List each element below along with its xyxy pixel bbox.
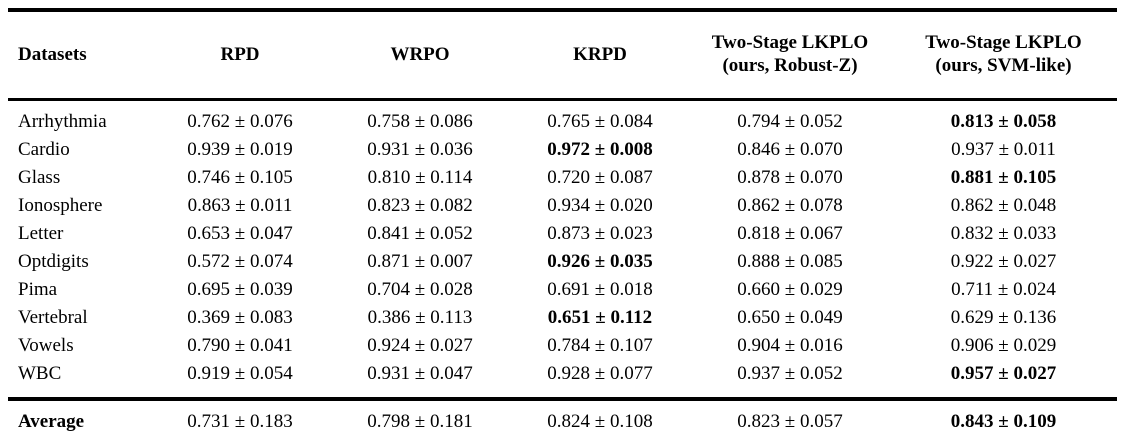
score-cell: 0.765 ± 0.084 (547, 111, 653, 132)
header-line-2: (ours, SVM-like) (935, 55, 1072, 76)
table-body: Arrhythmia 0.762 ± 0.076 0.758 ± 0.086 0.76… (8, 100, 1117, 400)
score-cell: 0.862 ± 0.078 (737, 195, 843, 216)
dataset-name: Vowels (18, 335, 74, 356)
score-cell: 0.931 ± 0.047 (367, 363, 473, 384)
score-cell: 0.695 ± 0.039 (187, 279, 293, 300)
score-cell: 0.931 ± 0.036 (367, 139, 473, 160)
table-row: Optdigits 0.572 ± 0.074 0.871 ± 0.007 0.926… (8, 248, 1117, 276)
score-cell: 0.919 ± 0.054 (187, 363, 293, 384)
score-cell: 0.369 ± 0.083 (187, 307, 293, 328)
col-header-rpd: RPD (150, 10, 330, 101)
score-cell: 0.651 ± 0.112 (547, 307, 653, 328)
score-cell: 0.704 ± 0.028 (367, 279, 473, 300)
score-cell: 0.784 ± 0.107 (547, 335, 653, 356)
score-cell: 0.720 ± 0.087 (547, 167, 653, 188)
dataset-name: Vertebral (18, 307, 88, 328)
score-cell: 0.711 ± 0.024 (951, 279, 1056, 300)
header-row: Datasets RPD WRPO KRPD Two-Stage LKPLO (… (8, 10, 1117, 101)
average-label: Average (8, 397, 150, 443)
col-header-lkplo-robustz: Two-Stage LKPLO (ours, Robust-Z) (690, 10, 890, 101)
score-cell: 0.939 ± 0.019 (187, 139, 293, 160)
score-cell: 0.746 ± 0.105 (187, 167, 293, 188)
score-cell: 0.629 ± 0.136 (950, 307, 1057, 328)
dataset-name: Ionosphere (18, 195, 103, 216)
dataset-name: WBC (18, 363, 62, 384)
score-cell: 0.832 ± 0.033 (950, 223, 1057, 244)
score-cell: 0.660 ± 0.029 (737, 279, 843, 300)
dataset-name: Pima (18, 279, 58, 300)
score-cell: 0.888 ± 0.085 (737, 251, 843, 272)
score-cell: 0.922 ± 0.027 (950, 251, 1057, 272)
score-cell: 0.862 ± 0.048 (950, 195, 1057, 216)
score-cell: 0.650 ± 0.049 (737, 307, 843, 328)
score-cell: 0.934 ± 0.020 (547, 195, 653, 216)
score-cell: 0.871 ± 0.007 (367, 251, 473, 272)
dataset-name: Cardio (18, 139, 70, 160)
score-cell: 0.572 ± 0.074 (187, 251, 293, 272)
col-header-krpd: KRPD (510, 10, 690, 101)
score-cell: 0.813 ± 0.058 (950, 111, 1057, 132)
score-cell: 0.810 ± 0.114 (367, 167, 473, 188)
dataset-name: Arrhythmia (18, 111, 107, 132)
score-cell: 0.881 ± 0.105 (950, 167, 1057, 188)
average-cell-wrpo: 0.798 ± 0.181 (330, 397, 510, 443)
average-cell-lkplo-svmlike: 0.843 ± 0.109 (890, 397, 1117, 443)
score-cell: 0.794 ± 0.052 (737, 111, 843, 132)
score-cell: 0.873 ± 0.023 (547, 223, 653, 244)
results-table: Datasets RPD WRPO KRPD Two-Stage LKPLO (… (8, 8, 1117, 443)
score-cell: 0.878 ± 0.070 (737, 167, 843, 188)
score-cell: 0.762 ± 0.076 (187, 111, 293, 132)
col-header-datasets: Datasets (8, 10, 150, 101)
average-cell-rpd: 0.731 ± 0.183 (150, 397, 330, 443)
table-row: Cardio 0.939 ± 0.019 0.931 ± 0.036 0.972 ± … (8, 136, 1117, 164)
score-cell: 0.790 ± 0.041 (187, 335, 293, 356)
average-row: Average 0.731 ± 0.183 0.798 ± 0.181 0.82… (8, 397, 1117, 443)
score-cell: 0.937 ± 0.052 (737, 363, 843, 384)
score-cell: 0.841 ± 0.052 (367, 223, 473, 244)
dataset-name: Glass (18, 167, 61, 188)
score-cell: 0.924 ± 0.027 (367, 335, 473, 356)
table-row: Arrhythmia 0.762 ± 0.076 0.758 ± 0.086 0.76… (8, 100, 1117, 137)
table-footer: Average 0.731 ± 0.183 0.798 ± 0.181 0.82… (8, 397, 1117, 443)
score-cell: 0.653 ± 0.047 (187, 223, 293, 244)
score-cell: 0.818 ± 0.067 (737, 223, 843, 244)
dataset-name: Optdigits (18, 251, 89, 272)
table-row: Vowels 0.790 ± 0.041 0.924 ± 0.027 0.784 ± … (8, 332, 1117, 360)
score-cell: 0.937 ± 0.011 (951, 139, 1056, 160)
col-header-wrpo: WRPO (330, 10, 510, 101)
score-cell: 0.691 ± 0.018 (547, 279, 653, 300)
score-cell: 0.904 ± 0.016 (737, 335, 843, 356)
header-line-2: (ours, Robust-Z) (722, 55, 858, 76)
header-line-1: Two-Stage LKPLO (711, 32, 869, 53)
dataset-name: Letter (18, 223, 64, 244)
table-row: Pima 0.695 ± 0.039 0.704 ± 0.028 0.691 ± 0.… (8, 276, 1117, 304)
score-cell: 0.758 ± 0.086 (367, 111, 473, 132)
score-cell: 0.928 ± 0.077 (547, 363, 653, 384)
table-row: Glass 0.746 ± 0.105 0.810 ± 0.114 0.720 ± 0… (8, 164, 1117, 192)
score-cell: 0.823 ± 0.082 (367, 195, 473, 216)
score-cell: 0.846 ± 0.070 (737, 139, 843, 160)
table-row: WBC 0.919 ± 0.054 0.931 ± 0.047 0.928 ± 0.0… (8, 360, 1117, 399)
score-cell: 0.863 ± 0.011 (187, 195, 293, 216)
score-cell: 0.386 ± 0.113 (367, 307, 473, 328)
table-row: Vertebral 0.369 ± 0.083 0.386 ± 0.113 0.651… (8, 304, 1117, 332)
col-header-lkplo-svmlike: Two-Stage LKPLO (ours, SVM-like) (890, 10, 1117, 101)
score-cell: 0.926 ± 0.035 (547, 251, 653, 272)
table-row: Ionosphere 0.863 ± 0.011 0.823 ± 0.082 0.93… (8, 192, 1117, 220)
average-cell-krpd: 0.824 ± 0.108 (510, 397, 690, 443)
table-header: Datasets RPD WRPO KRPD Two-Stage LKPLO (… (8, 10, 1117, 101)
score-cell: 0.906 ± 0.029 (950, 335, 1057, 356)
average-cell-lkplo-robustz: 0.823 ± 0.057 (690, 397, 890, 443)
score-cell: 0.972 ± 0.008 (547, 139, 653, 160)
table-row: Letter 0.653 ± 0.047 0.841 ± 0.052 0.873 ± … (8, 220, 1117, 248)
score-cell: 0.957 ± 0.027 (950, 363, 1057, 384)
header-line-1: Two-Stage LKPLO (925, 32, 1082, 53)
